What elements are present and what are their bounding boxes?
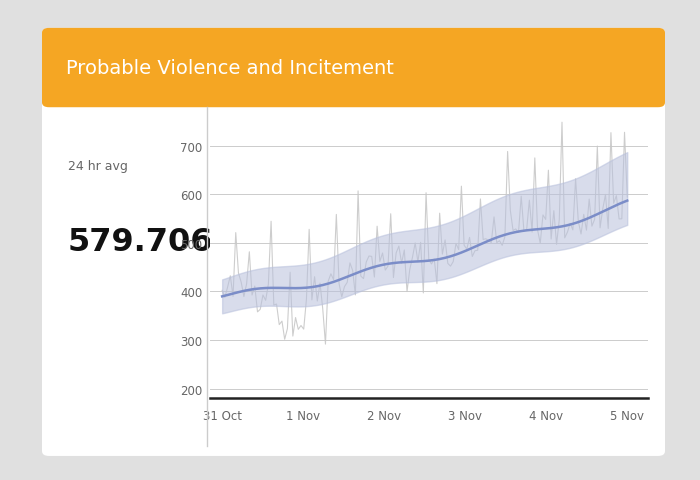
- Text: As of 2020-11-05: As of 2020-11-05: [547, 89, 648, 102]
- Text: Probable Violence and Incitement: Probable Violence and Incitement: [66, 59, 394, 78]
- Text: 24 hr avg: 24 hr avg: [68, 159, 128, 172]
- Text: 579.706: 579.706: [68, 227, 214, 258]
